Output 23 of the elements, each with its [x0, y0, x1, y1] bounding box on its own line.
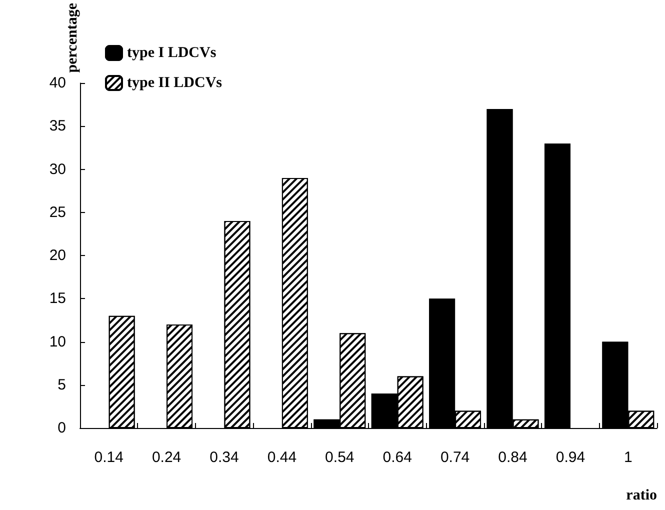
y-tick-label: 10: [49, 333, 66, 350]
x-tick-label: 0.54: [325, 449, 354, 466]
x-tick-label: 0.74: [440, 449, 470, 466]
legend-label: type II LDCVs: [127, 75, 222, 91]
y-tick-label: 25: [49, 204, 66, 221]
y-tick-label: 5: [58, 376, 66, 394]
y-tick-label: 15: [49, 290, 66, 308]
legend-label: type I LDCVs: [127, 45, 216, 61]
x-tick-label: 1: [624, 449, 632, 466]
y-tick-label: 20: [49, 247, 66, 264]
x-tick-label: 0.94: [556, 449, 586, 466]
x-tick-label: 0.64: [382, 449, 412, 466]
y-tick-label: 30: [49, 160, 66, 178]
x-axis-title: ratio: [626, 488, 657, 504]
x-tick-label: 0.14: [94, 449, 124, 466]
x-tick-label: 0.84: [498, 449, 528, 466]
x-tick-label: 0.34: [210, 449, 239, 466]
x-tick-label: 0.24: [152, 449, 182, 466]
x-tick-label: 0.44: [267, 449, 297, 466]
y-tick-label: 35: [49, 118, 66, 135]
y-tick-label: 0: [58, 420, 66, 436]
y-axis-title: percentage: [64, 2, 80, 73]
y-tick-label: 40: [49, 74, 66, 92]
